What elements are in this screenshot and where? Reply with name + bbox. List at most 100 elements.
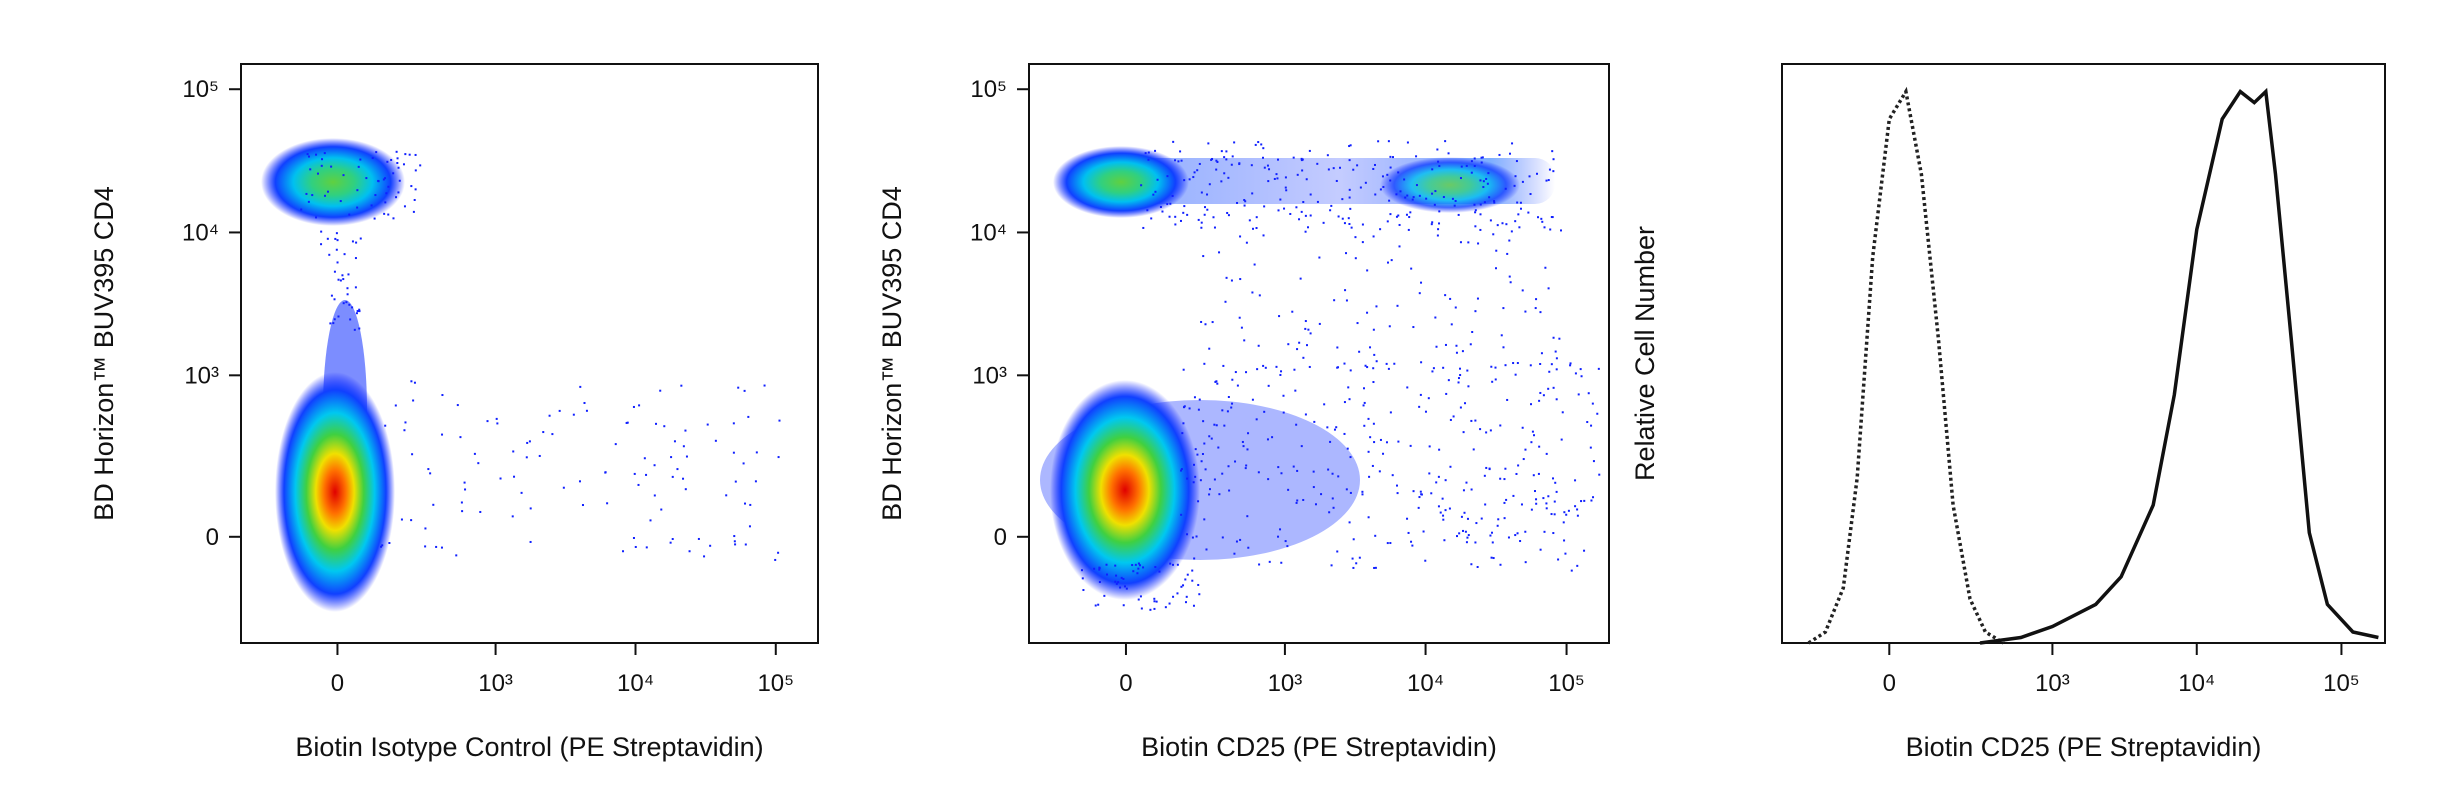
event-dot xyxy=(1502,307,1505,310)
event-dot xyxy=(380,545,383,548)
y-axis-label: BD Horizon™ BUV395 CD4 xyxy=(877,186,907,521)
event-dot xyxy=(1489,429,1492,432)
event-dot xyxy=(335,232,338,235)
event-dot xyxy=(1226,211,1229,214)
event-dot xyxy=(1231,402,1234,405)
event-dot xyxy=(396,157,399,160)
event-dot xyxy=(1467,385,1470,388)
event-dot xyxy=(682,477,685,480)
event-dot xyxy=(1354,257,1357,260)
event-dot xyxy=(1538,399,1541,402)
event-dot xyxy=(1521,426,1524,429)
event-dot xyxy=(1218,251,1221,254)
event-dot xyxy=(1458,532,1461,535)
event-dot xyxy=(673,440,676,443)
x-axis-label: Biotin CD25 (PE Streptavidin) xyxy=(1141,732,1497,762)
event-dot xyxy=(1470,563,1473,566)
event-dot xyxy=(1479,203,1482,206)
event-dot xyxy=(333,298,336,301)
x-tick-label: 10⁵ xyxy=(2323,670,2360,697)
event-dot xyxy=(1275,365,1278,368)
event-dot xyxy=(1411,544,1414,547)
event-dot xyxy=(1407,531,1410,534)
event-dot xyxy=(1227,214,1230,217)
event-dot xyxy=(1257,471,1260,474)
event-dot xyxy=(1363,424,1366,427)
event-dot xyxy=(606,502,609,505)
event-dot xyxy=(1490,531,1493,534)
event-dot xyxy=(1438,448,1441,451)
event-dot xyxy=(1516,201,1519,204)
event-dot xyxy=(1164,606,1167,609)
event-dot xyxy=(1098,581,1101,584)
event-dot xyxy=(1403,178,1406,181)
event-dot xyxy=(388,542,391,545)
event-dot xyxy=(1302,498,1305,501)
event-dot xyxy=(1208,183,1211,186)
event-dot xyxy=(1345,488,1348,491)
event-dot xyxy=(1196,169,1199,172)
event-dot xyxy=(392,217,395,220)
event-dot xyxy=(1115,574,1118,577)
event-dot xyxy=(1296,173,1299,176)
event-dot xyxy=(1366,269,1369,272)
event-dot xyxy=(1216,382,1219,385)
event-dot xyxy=(1279,198,1282,201)
event-dot xyxy=(1473,164,1476,167)
event-dot xyxy=(1485,177,1488,180)
event-dot xyxy=(1479,213,1482,216)
event-dot xyxy=(1508,239,1511,242)
event-dot xyxy=(1485,466,1488,469)
event-dot xyxy=(1227,176,1230,179)
event-dot xyxy=(1235,540,1238,543)
event-dot xyxy=(1295,423,1298,426)
event-dot xyxy=(1223,424,1226,427)
density-cluster xyxy=(1380,157,1520,213)
event-dot xyxy=(1263,166,1266,169)
y-tick-label: 10³ xyxy=(972,362,1007,389)
event-dot xyxy=(1336,346,1339,349)
event-dot xyxy=(1233,552,1236,555)
event-dot xyxy=(1223,156,1226,159)
event-dot xyxy=(660,508,663,511)
event-dot xyxy=(1554,481,1557,484)
x-tick-label: 10⁵ xyxy=(1548,670,1585,697)
event-dot xyxy=(1179,150,1182,153)
event-dot xyxy=(1451,197,1454,200)
event-dot xyxy=(427,468,430,471)
event-dot xyxy=(562,486,565,489)
event-dot xyxy=(1245,371,1248,374)
event-dot xyxy=(1296,469,1299,472)
event-dot xyxy=(626,421,629,424)
event-dot xyxy=(1409,444,1412,447)
event-dot xyxy=(408,153,411,156)
event-dot xyxy=(1146,209,1149,212)
event-dot xyxy=(1267,384,1270,387)
event-dot xyxy=(1228,489,1231,492)
event-dot xyxy=(1483,201,1486,204)
event-dot xyxy=(1495,249,1498,252)
event-dot xyxy=(1208,435,1211,438)
event-dot xyxy=(1224,300,1227,303)
event-dot xyxy=(1505,223,1508,226)
event-dot xyxy=(1119,586,1122,589)
event-dot xyxy=(307,200,310,203)
event-dot xyxy=(424,545,427,548)
event-dot xyxy=(1348,145,1351,148)
event-dot xyxy=(1399,190,1402,193)
event-dot xyxy=(1519,207,1522,210)
event-dot xyxy=(345,301,348,304)
event-dot xyxy=(1386,261,1389,264)
event-dot xyxy=(1236,384,1239,387)
y-tick-label: 10⁵ xyxy=(970,76,1007,103)
event-dot xyxy=(1349,207,1352,210)
event-dot xyxy=(1574,372,1577,375)
event-dot xyxy=(1386,173,1389,176)
event-dot xyxy=(1489,534,1492,537)
event-dot xyxy=(1369,436,1372,439)
event-dot xyxy=(381,544,384,547)
event-dot xyxy=(1286,545,1289,548)
event-dot xyxy=(1537,216,1540,219)
event-dot xyxy=(1514,373,1517,376)
event-dot xyxy=(1592,460,1595,463)
